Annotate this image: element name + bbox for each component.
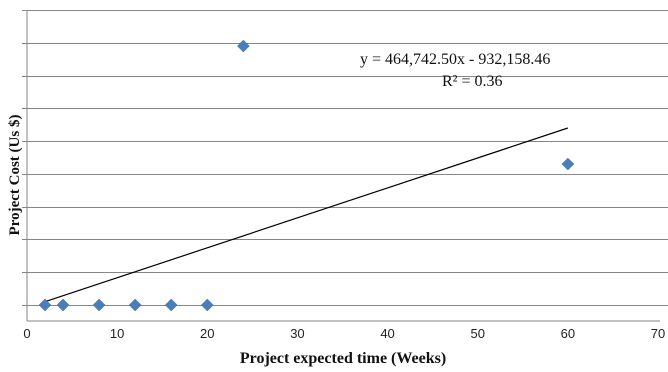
- x-axis-title: Project expected time (Weeks): [240, 350, 446, 367]
- trendline: [44, 127, 569, 303]
- data-point: [128, 298, 142, 312]
- x-tick-label: 60: [561, 326, 575, 341]
- data-points: [38, 39, 575, 312]
- data-point: [38, 298, 52, 312]
- x-axis-ticks: 0 10 20 30 40 50 60 70: [23, 326, 665, 341]
- x-tick-label: 50: [470, 326, 484, 341]
- data-point: [164, 298, 178, 312]
- data-point: [92, 298, 106, 312]
- gridlines: [22, 10, 668, 306]
- x-tick-label: 40: [380, 326, 394, 341]
- x-tick-label: 20: [200, 326, 214, 341]
- data-point: [561, 157, 575, 171]
- data-point: [236, 39, 250, 53]
- y-axis-title: Project Cost (Us $): [7, 115, 23, 236]
- r-squared-label: R² = 0.36: [442, 73, 503, 90]
- x-tick-label: 0: [23, 326, 30, 341]
- data-point: [200, 298, 214, 312]
- x-tick-label: 70: [651, 326, 665, 341]
- data-point: [56, 298, 70, 312]
- x-tick-label: 10: [110, 326, 124, 341]
- trendline-equation: y = 464,742.50x - 932,158.46: [360, 51, 550, 68]
- x-tick-label: 30: [290, 326, 304, 341]
